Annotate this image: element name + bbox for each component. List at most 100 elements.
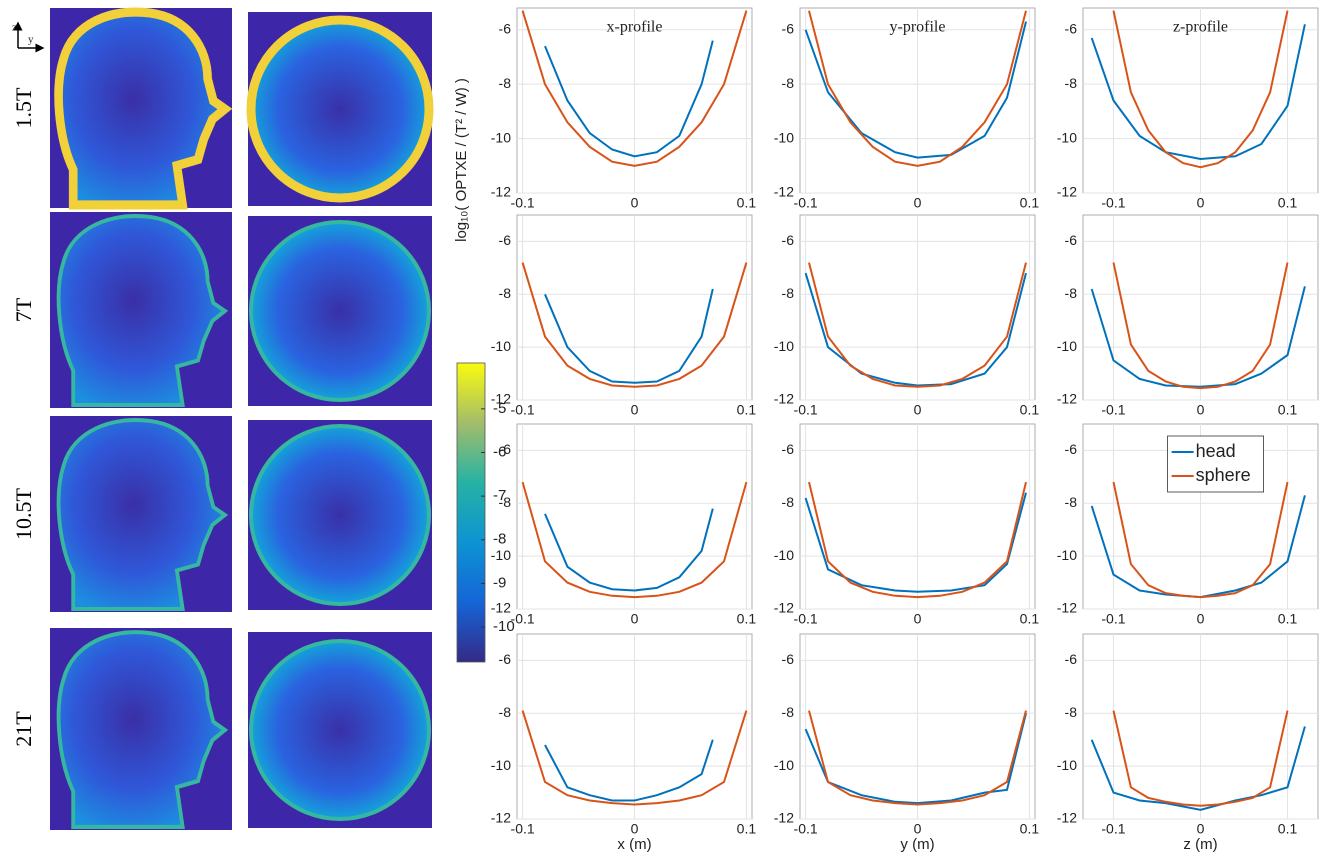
- profile-line: [1112, 10, 1289, 169]
- y-tick-label: -8: [1065, 494, 1078, 510]
- head-shape: [56, 418, 229, 612]
- y-tick-label: -12: [1057, 600, 1077, 616]
- y-tick-label: -12: [1057, 184, 1077, 200]
- head-map: [56, 418, 229, 612]
- x-tick-label: -0.1: [794, 195, 818, 211]
- profile-line: [521, 481, 748, 599]
- profile-line: [544, 40, 714, 158]
- y-tick-label: -10: [774, 757, 794, 773]
- y-tick-label: -12: [1057, 391, 1077, 407]
- x-tick-label: 0: [1197, 402, 1205, 418]
- y-tick-label: -6: [1065, 20, 1078, 36]
- x-tick-label: 0.1: [1020, 195, 1040, 211]
- profile-line: [804, 21, 1027, 159]
- head-map: [56, 214, 229, 408]
- x-tick-label: 0.1: [737, 195, 757, 211]
- x-axis-label: y (m): [900, 836, 934, 853]
- y-tick-label: -12: [774, 391, 794, 407]
- y-tick-label: -12: [491, 391, 511, 407]
- colorbar-label: log₁₀( OPTXE / (T² / W) ): [453, 78, 470, 242]
- y-tick-label: -6: [782, 441, 795, 457]
- profile-line: [521, 262, 748, 388]
- row-label: 7T: [11, 297, 36, 322]
- row-label: 1.5T: [11, 87, 36, 129]
- x-tick-label: 0: [631, 821, 639, 837]
- colorbar-tick-label: -7: [493, 487, 506, 504]
- legend-label: sphere: [1196, 465, 1251, 485]
- y-tick-label: -8: [1065, 75, 1078, 91]
- x-tick-label: -0.1: [511, 611, 535, 627]
- profile-line: [544, 508, 714, 592]
- y-tick-label: -8: [499, 494, 512, 510]
- x-tick-label: 0: [914, 402, 922, 418]
- y-tick-label: -6: [499, 651, 512, 667]
- x-tick-label: 0.1: [737, 611, 757, 627]
- profile-line: [1112, 481, 1289, 599]
- y-tick-label: -8: [499, 75, 512, 91]
- colorbar-tick-label: -9: [493, 574, 506, 591]
- head-shape: [54, 7, 233, 210]
- colorbar-tick-label: -5: [493, 400, 506, 417]
- x-tick-label: 0.1: [1020, 611, 1040, 627]
- y-tick-label: -8: [499, 285, 512, 301]
- x-tick-label: -0.1: [1101, 821, 1125, 837]
- x-tick-label: -0.1: [1101, 611, 1125, 627]
- y-tick-label: -10: [491, 338, 511, 354]
- x-tick-label: 0: [1197, 611, 1205, 627]
- x-tick-label: -0.1: [511, 402, 535, 418]
- x-tick-label: 0.1: [1020, 821, 1040, 837]
- profile-line: [521, 10, 748, 167]
- y-tick-label: -10: [1057, 129, 1077, 145]
- profile-line: [808, 481, 1027, 599]
- y-tick-label: -10: [1057, 547, 1077, 563]
- y-tick-label: -8: [1065, 285, 1078, 301]
- y-tick-label: -10: [774, 338, 794, 354]
- y-tick-label: -10: [491, 547, 511, 563]
- x-tick-label: 0: [914, 821, 922, 837]
- y-tick-label: -12: [491, 810, 511, 826]
- y-tick-label: -6: [782, 232, 795, 248]
- y-tick-label: -12: [774, 184, 794, 200]
- axis-z: z: [12, 22, 17, 34]
- profile-line: [808, 710, 1027, 806]
- y-tick-label: -6: [782, 20, 795, 36]
- legend-box: [1167, 435, 1264, 493]
- head-shape: [56, 214, 229, 408]
- y-tick-label: -8: [1065, 704, 1078, 720]
- y-tick-label: -8: [499, 704, 512, 720]
- y-tick-label: -8: [782, 704, 795, 720]
- y-tick-label: -12: [491, 184, 511, 200]
- x-tick-label: 0: [631, 402, 639, 418]
- y-tick-label: -6: [499, 441, 512, 457]
- x-tick-label: -0.1: [794, 402, 818, 418]
- head-map: [56, 630, 229, 829]
- profile-line: [804, 272, 1027, 387]
- profile-line: [804, 713, 1027, 805]
- sphere-map: [249, 220, 431, 402]
- profile-line: [1090, 286, 1306, 388]
- x-tick-label: -0.1: [1101, 195, 1125, 211]
- axis-y: y: [28, 34, 34, 46]
- y-tick-label: -10: [1057, 338, 1077, 354]
- x-tick-label: 0: [914, 611, 922, 627]
- y-tick-label: -10: [774, 129, 794, 145]
- y-tick-label: -10: [1057, 757, 1077, 773]
- plot-title: y-profile: [890, 19, 946, 36]
- y-tick-label: -6: [499, 20, 512, 36]
- y-tick-label: -12: [774, 810, 794, 826]
- colorbar-tick-label: -6: [493, 443, 506, 460]
- x-tick-label: 0.1: [1278, 195, 1298, 211]
- x-tick-label: 0.1: [1020, 402, 1040, 418]
- y-tick-label: -10: [774, 547, 794, 563]
- x-tick-label: 0: [631, 611, 639, 627]
- y-tick-label: -8: [782, 285, 795, 301]
- profile-line: [804, 492, 1027, 593]
- y-tick-label: -6: [499, 232, 512, 248]
- x-tick-label: 0.1: [737, 402, 757, 418]
- field-maps: 1.5T 7T 10.5T 21T: [11, 7, 434, 830]
- orientation-indicator: z y: [12, 21, 45, 53]
- plot-title: z-profile: [1173, 19, 1228, 36]
- profile-line: [1112, 710, 1289, 807]
